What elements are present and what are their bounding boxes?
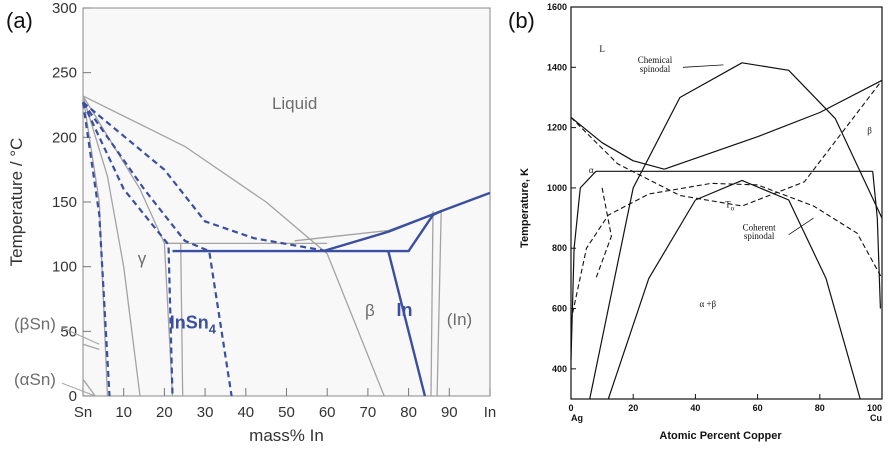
x-tick-label: 80 [400,404,417,421]
phase-boundary-grey [82,378,96,397]
x-tick-label: 90 [441,404,458,421]
x-tick-label: 100 [867,403,882,413]
x-end-label: Ag [571,413,583,423]
phase-region-label: Liquid [272,94,317,113]
annotation-label: spinodal [744,231,775,241]
y-tick-label: 600 [552,304,567,314]
phase-curve-solid [607,179,861,400]
phase-boundary-grey [82,95,109,397]
annotation-label: Coherent [743,223,776,233]
phase-boundary-blue [387,250,427,397]
y-axis-title: Temperature / °C [7,138,26,267]
phase-region-label: β [365,301,375,320]
y-tick-label: 250 [52,65,77,82]
side-label-leader [61,327,100,345]
phase-curve-solid [570,170,597,360]
phase-curve-dashed [595,187,612,279]
y-tick-label: 300 [52,0,77,17]
plot-frame [570,6,883,400]
x-tick-label: 60 [753,403,763,413]
x-tick-label: 20 [156,404,173,421]
phase-boundary-grey [82,95,385,397]
leader-line [788,217,814,235]
phase-boundary-blue-dashed [81,102,111,397]
phase-boundary-blue-dashed [82,101,233,397]
side-phase-label: (αSn) [14,370,56,389]
y-tick-label: 1200 [547,123,567,133]
x-tick-label: 30 [197,404,214,421]
x-axis-title: mass% In [249,426,324,445]
y-tick-label: 1600 [547,2,567,12]
annotation-label: α +β [700,299,717,309]
x-tick-label: Sn [74,404,92,421]
x-tick-label: 70 [360,404,377,421]
phase-boundary-blue-dashed [82,101,174,397]
y-tick-label: 1000 [547,183,567,193]
chart-a-phase-diagram: 0 50 100 150 200 250 300 Sn 10 20 30 40 50 60 70 80 90 In… [7,0,497,445]
y-tick-label: 150 [52,194,77,211]
phase-boundary-grey [82,95,141,397]
x-tick-label: 60 [319,404,336,421]
phase-boundary-grey [82,95,174,397]
annotation-label: Chemical [638,55,673,65]
phase-curve-solid [872,171,881,309]
side-phase-label: (βSn) [14,315,56,334]
x-tick-label: 40 [237,404,254,421]
panel-b-label: (b) [508,8,535,33]
y-tick-label: 1400 [547,62,567,72]
phase-region-label: (In) [447,310,473,329]
phase-curve-solid [664,79,883,170]
phase-curve-solid [570,116,665,170]
x-tick-label: 50 [278,404,295,421]
annotation-label: To [725,200,735,213]
phase-boundary-blue [388,210,442,253]
x-tick-label: In [484,404,497,421]
phase-boundary-grey [430,211,434,397]
x-tick-label: 0 [568,403,573,413]
x-tick-label: 20 [628,403,638,413]
annotation-label: α [589,165,594,175]
leader-line [682,64,724,68]
phase-curve-dashed [570,182,883,321]
y-tick-label: 800 [552,243,567,253]
annotation-label: β [867,126,872,136]
y-axis-title: Temperature, K [519,168,531,248]
x-axis-title: Atomic Percent Copper [659,430,782,442]
phase-region-label: γ [138,249,147,268]
phase-curve-solid [589,62,883,400]
phase-boundary-grey [82,343,100,351]
x-tick-label: 80 [815,403,825,413]
panel-a-label: (a) [6,8,33,33]
annotation-label: L [599,44,605,54]
x-end-label: Cu [870,413,882,423]
y-tick-label: 50 [60,323,77,340]
phase-boundary-blue-dashed [82,101,328,253]
y-tick-label: 100 [52,259,77,276]
y-tick-label: 200 [52,129,77,146]
x-tick-label: 40 [690,403,700,413]
phase-boundary-blue [322,191,491,253]
phase-region-label: In [397,300,413,320]
plot-area [82,7,491,397]
phase-boundary-grey [436,211,442,397]
y-tick-label: 0 [69,388,77,405]
x-tick-label: 10 [115,404,132,421]
y-tick-label: 400 [552,364,567,374]
annotation-label: spinodal [640,64,671,74]
side-label-leader [61,382,96,397]
